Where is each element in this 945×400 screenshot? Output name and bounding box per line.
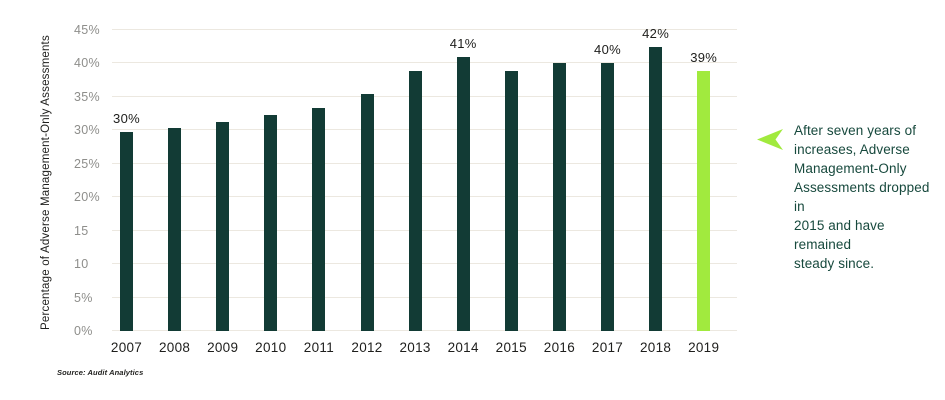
x-axis-label-2018: 2018	[639, 340, 672, 355]
bar-value-label-2019: 39%	[690, 50, 718, 66]
bar-value-label-2007: 30%	[113, 111, 140, 127]
bar-2019	[697, 71, 711, 331]
gridline	[112, 196, 737, 198]
x-axis-label-2013: 2013	[399, 340, 431, 355]
gridline	[112, 330, 737, 331]
y-tick-label: 30%	[74, 123, 100, 138]
source-note: Source: Audit Analytics	[57, 368, 144, 377]
y-tick-label: 15	[74, 223, 89, 238]
bar-2009	[216, 122, 230, 331]
x-axis-label-2007: 2007	[110, 340, 143, 355]
bar-2008	[168, 128, 182, 331]
bar-value-label-2018: 42%	[642, 26, 670, 42]
bar-2012	[360, 93, 374, 331]
bar-value-label-2014: 41%	[449, 35, 477, 51]
y-tick-label: 10	[74, 257, 89, 272]
x-axis-label-2014: 2014	[447, 340, 479, 355]
y-tick-label: 40%	[74, 56, 100, 71]
annotation-text: After seven years of increases, Adverse …	[794, 123, 930, 271]
bar-2016	[552, 63, 566, 331]
bar-2017	[601, 63, 614, 331]
gridline	[112, 263, 737, 265]
gridline	[112, 162, 737, 164]
y-tick-label: 0%	[74, 324, 93, 338]
x-axis-label-2010: 2010	[255, 340, 287, 355]
bar-2018	[649, 47, 663, 331]
y-tick-label: 25%	[74, 156, 100, 171]
y-tick-label: 5%	[74, 290, 93, 305]
x-axis-label-2008: 2008	[158, 340, 191, 355]
x-axis-label-2009: 2009	[207, 340, 239, 355]
y-tick-label: 35%	[74, 89, 100, 104]
gridline	[112, 129, 737, 131]
x-axis-label-2017: 2017	[591, 340, 624, 355]
bar-2010	[264, 114, 278, 331]
gridline	[112, 29, 737, 30]
gridline	[112, 62, 737, 64]
left-arrow-icon	[757, 129, 783, 150]
bar-2013	[408, 71, 422, 331]
gridline	[112, 95, 737, 97]
x-axis-label-2012: 2012	[351, 340, 383, 355]
gridline	[112, 296, 737, 298]
bar-2014	[456, 56, 470, 331]
annotation: After seven years of increases, Adverse …	[757, 121, 935, 273]
y-tick-label: 45%	[74, 23, 100, 37]
y-tick-label: 20%	[74, 190, 100, 205]
bar-value-label-2017: 40%	[594, 42, 621, 58]
x-axis-label-2016: 2016	[543, 340, 576, 355]
bar-2015	[504, 71, 518, 331]
x-axis-label-2011: 2011	[303, 340, 335, 355]
y-axis-title: Percentage of Adverse Management-Only As…	[40, 35, 52, 331]
plot-area: 0% 5% 10 15 20% 25% 30% 35% 40% 45% 30% 2007 2008 200…	[74, 23, 737, 355]
bar-2007	[120, 132, 133, 331]
x-axis-label-2015: 2015	[495, 340, 527, 355]
bar-2011	[312, 108, 326, 331]
gridline	[112, 229, 737, 231]
x-axis-label-2019: 2019	[688, 340, 720, 355]
